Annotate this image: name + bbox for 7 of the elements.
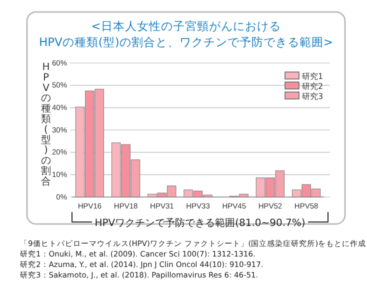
text: HPVの種類(型)の割合 — [41, 62, 51, 188]
legend-label: 研究2 — [302, 82, 324, 91]
legend-label: 研究1 — [302, 72, 324, 81]
legend-label: 研究3 — [302, 92, 324, 101]
chart-title: <日本人女性の子宮頸がんにおける — [91, 19, 281, 33]
chart-subtitle: HPVの種類(型)の割合と、ワクチンで予防できる範囲> — [38, 35, 334, 49]
text: HPVワクチンで予防できる範囲(81.0~90.7%) — [94, 217, 306, 229]
